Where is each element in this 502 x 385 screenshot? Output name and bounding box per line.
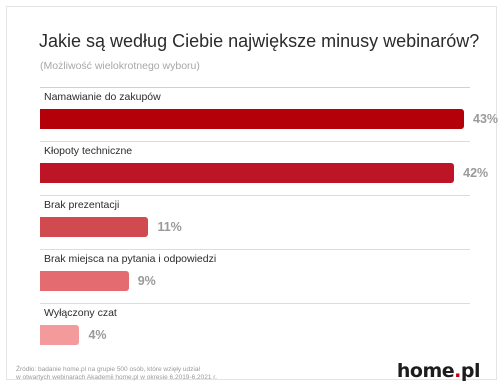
logo-dot: . [454, 360, 461, 382]
bar [40, 217, 149, 237]
value-label: 43% [473, 112, 499, 126]
value-label: 4% [88, 328, 107, 342]
bar [40, 163, 455, 183]
footnote-line-2: w otwartych webinarach Akademii home.pl … [16, 374, 217, 381]
title-divider [40, 87, 470, 88]
value-label: 42% [463, 166, 489, 180]
row-separator [40, 195, 470, 196]
footnote-line-1: Źródło: badanie home.pl na grupie 500 os… [16, 366, 200, 373]
row-separator [40, 249, 470, 250]
chart-title: Jakie są według Ciebie największe minusy… [39, 31, 480, 51]
row-separator [40, 141, 470, 142]
logo-text-pl: pl [460, 360, 481, 382]
chart-subtitle: (Możliwość wielokrotnego wyboru) [40, 60, 200, 72]
bar [40, 325, 80, 345]
value-label: 11% [157, 220, 182, 234]
category-label: Wyłączony czat [44, 307, 117, 319]
source-footnote: Źródło: badanie home.pl na grupie 500 os… [16, 366, 217, 382]
logo-text-home: home [396, 360, 455, 382]
value-label: 9% [137, 274, 156, 288]
category-label: Brak miejsca na pytania i odpowiedzi [44, 253, 217, 265]
bar [40, 109, 464, 129]
bar [40, 271, 129, 291]
category-label: Kłopoty techniczne [44, 145, 133, 157]
category-label: Brak prezentacji [44, 199, 120, 211]
row-separator [40, 303, 470, 304]
home-pl-logo: home.pl [396, 360, 481, 382]
chart-card: Jakie są według Ciebie największe minusy… [6, 6, 499, 382]
category-label: Namawianie do zakupów [44, 91, 161, 103]
